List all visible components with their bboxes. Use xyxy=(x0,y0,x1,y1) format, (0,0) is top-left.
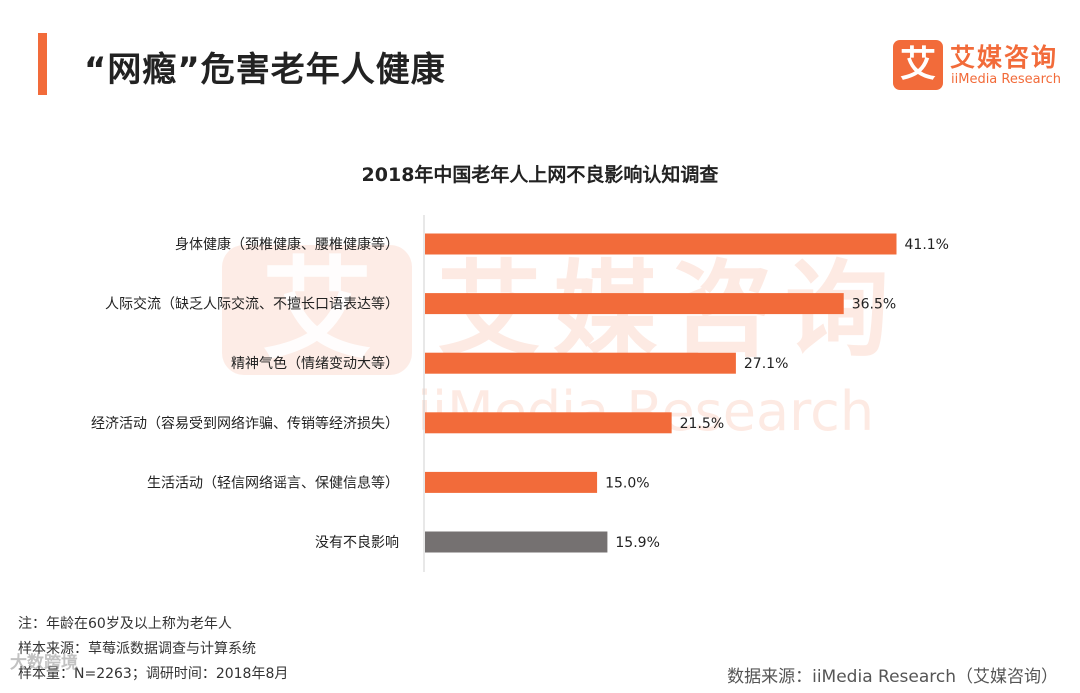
bar-5 xyxy=(425,471,598,493)
category-label: 经济活动（容易受到网络诈骗、传销等经济损失） xyxy=(91,415,399,432)
footnotes: 注：年龄在60岁及以上称为老年人 样本来源：草莓派数据调查与计算系统 样本量：N… xyxy=(18,612,288,687)
corner-watermark-logo: 大数跨境 xyxy=(10,653,78,673)
note-age-definition: 注：年龄在60岁及以上称为老年人 xyxy=(18,616,232,632)
brand-logo: 艾 艾媒咨询 iiMedia Research xyxy=(893,40,1063,92)
bar-4 xyxy=(425,412,672,434)
category-label: 精神气色（情绪变动大等） xyxy=(231,355,399,372)
bar-6 xyxy=(425,531,608,553)
value-label: 15.0% xyxy=(605,475,649,491)
bar-2 xyxy=(425,293,844,315)
category-label: 没有不良影响 xyxy=(315,535,399,551)
chart-title: 2018年中国老年人上网不良影响认知调查 xyxy=(361,164,719,186)
logo-english-name: iiMedia Research xyxy=(951,72,1062,87)
note-sample-size: 样本量：N=2263；调研时间：2018年8月 xyxy=(18,666,289,682)
value-label: 15.9% xyxy=(615,535,659,551)
note-sample-source: 样本来源：草莓派数据调查与计算系统 xyxy=(18,641,256,657)
value-label: 21.5% xyxy=(680,416,724,432)
bar-3 xyxy=(425,352,736,374)
data-source: 数据来源：iiMedia Research（艾媒咨询） xyxy=(727,667,1058,687)
category-label: 身体健康（颈椎健康、腰椎健康等） xyxy=(175,236,399,253)
value-label: 36.5% xyxy=(852,297,896,313)
category-label: 人际交流（缺乏人际交流、不擅长口语表达等） xyxy=(105,296,399,313)
logo-chinese-name: 艾媒咨询 xyxy=(950,43,1059,72)
logo-mark-icon: 艾 xyxy=(893,40,943,90)
category-label: 生活活动（轻信网络谣言、保健信息等） xyxy=(147,474,399,491)
value-label: 27.1% xyxy=(744,356,788,372)
value-label: 41.1% xyxy=(905,237,949,253)
page-title: “网瘾”危害老年人健康 xyxy=(84,50,446,90)
bar-1 xyxy=(425,233,897,255)
title-accent-bar xyxy=(38,33,47,95)
